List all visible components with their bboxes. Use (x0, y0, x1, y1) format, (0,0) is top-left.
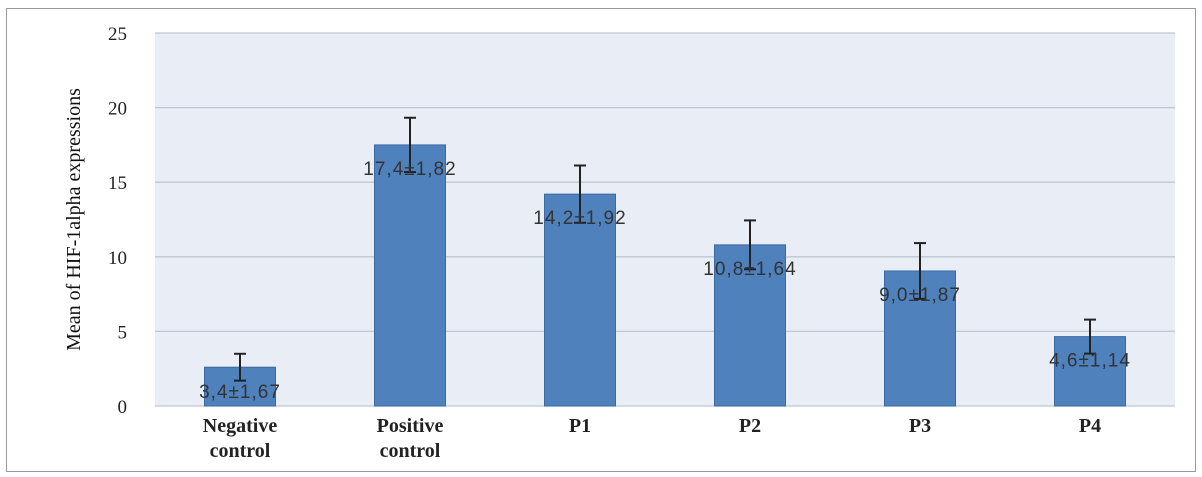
error-bar (744, 219, 756, 271)
plot-area (155, 33, 1175, 406)
y-tick-label: 25 (108, 24, 127, 45)
x-category-label: Negative control (203, 415, 278, 462)
bar (374, 144, 446, 407)
data-label: 4,6±1,14 (1049, 351, 1131, 372)
error-bars (234, 116, 1096, 382)
y-tick-label: 20 (108, 99, 127, 120)
error-bar (574, 164, 586, 224)
x-category-label: P1 (569, 415, 591, 437)
y-tick-label: 0 (118, 397, 128, 418)
error-bar (234, 352, 246, 382)
y-tick-label: 10 (108, 248, 127, 269)
data-label: 14,2±1,92 (533, 208, 626, 229)
y-tick-labels: 0 5 10 15 20 25 (108, 24, 127, 418)
y-axis-title: Mean of HIF-1alpha expressions (63, 88, 85, 351)
x-category-label: Positive control (377, 415, 444, 462)
error-bar (1084, 318, 1096, 355)
error-bar (914, 242, 926, 300)
x-category-label: P4 (1079, 415, 1101, 437)
data-label: 10,8±1,64 (703, 259, 796, 280)
bar (714, 244, 786, 407)
x-category-label: P2 (739, 415, 761, 437)
error-bar (404, 116, 416, 174)
data-label: 9,0±1,87 (879, 285, 961, 306)
x-category-labels: Negative control Positive control P1 P2 P3 P4 (203, 415, 1101, 462)
data-label: 17,4±1,82 (363, 159, 456, 180)
gridlines (155, 32, 1175, 407)
y-tick-label: 15 (108, 173, 127, 194)
y-tick-label: 5 (118, 322, 128, 343)
data-labels: 3,4±1,67 17,4±1,82 14,2±1,92 10,8±1,64 9,0±1… (199, 159, 1131, 403)
data-label: 3,4±1,67 (199, 382, 281, 403)
x-category-label: P3 (909, 415, 931, 437)
